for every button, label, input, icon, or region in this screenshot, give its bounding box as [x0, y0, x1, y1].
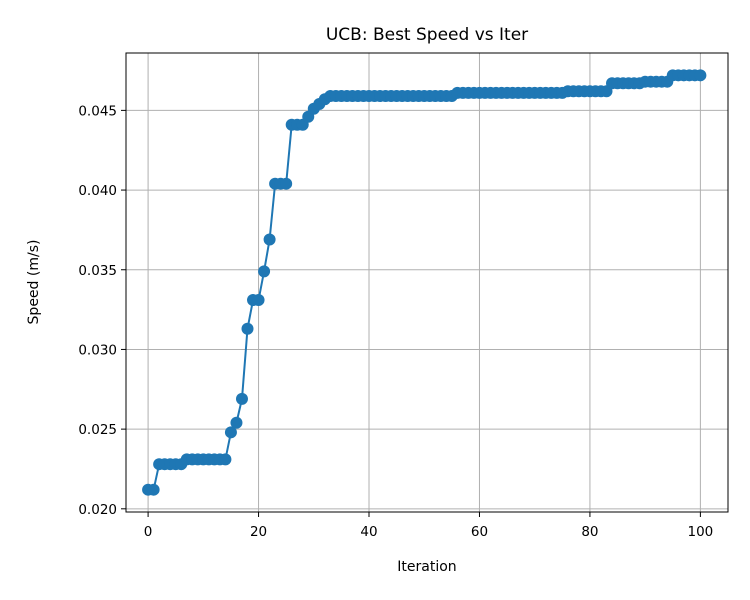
y-tick-label: 0.020	[78, 502, 117, 518]
y-tick-label: 0.035	[78, 263, 117, 279]
y-axis-label: Speed (m/s)	[26, 240, 42, 325]
x-tick-label: 0	[144, 524, 153, 540]
x-tick-label: 80	[581, 524, 598, 540]
data-point	[224, 426, 237, 439]
x-tick-label: 60	[471, 524, 488, 540]
data-point	[280, 177, 293, 190]
x-axis: 0 20 40 60 80 100	[144, 512, 713, 540]
x-axis-label: Iteration	[397, 559, 456, 575]
x-tick-label: 100	[687, 524, 713, 540]
plot-frame	[125, 52, 729, 513]
data-point	[219, 453, 232, 466]
grid	[126, 53, 728, 512]
plot-area	[142, 69, 707, 496]
data-point	[241, 322, 254, 335]
data-point	[235, 392, 248, 405]
y-axis: 0.020 0.025 0.030 0.035 0.040 0.045	[78, 103, 126, 518]
y-tick-label: 0.040	[78, 183, 117, 199]
data-point	[147, 483, 160, 496]
y-tick-label: 0.045	[78, 103, 117, 119]
y-tick-label: 0.030	[78, 342, 117, 358]
data-point	[263, 233, 276, 246]
chart-title: UCB: Best Speed vs Iter	[326, 25, 528, 45]
data-point	[694, 69, 707, 82]
data-point	[258, 265, 271, 278]
x-tick-label: 40	[360, 524, 377, 540]
y-tick-label: 0.025	[78, 422, 117, 438]
data-point	[230, 416, 243, 429]
x-tick-label: 20	[250, 524, 267, 540]
data-point	[252, 294, 265, 307]
